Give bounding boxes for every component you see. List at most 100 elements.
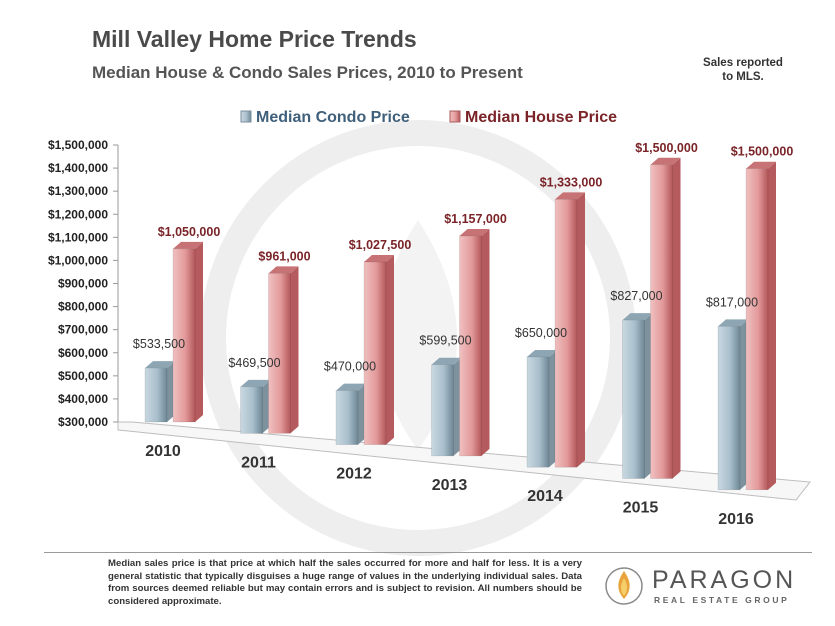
y-tick-label: $300,000 <box>58 415 108 429</box>
bar-house-2015 <box>650 157 681 479</box>
x-tick-label: 2013 <box>432 477 468 494</box>
x-tick-label: 2012 <box>336 466 372 483</box>
bar-house-2016-top <box>746 161 776 169</box>
bar-condo-2013-front <box>431 364 454 457</box>
bar-house-2014-side <box>577 192 585 468</box>
legend-swatch-condo <box>240 110 252 123</box>
bar-condo-2014 <box>526 350 557 468</box>
bar-house-2010-top <box>173 241 203 249</box>
bar-condo-2016-front <box>717 326 741 491</box>
x-tick-label: 2016 <box>718 511 754 528</box>
bar-condo-2010-top <box>145 361 175 369</box>
data-label-condo: $469,500 <box>228 356 280 370</box>
legend-label-condo: Median Condo Price <box>256 109 410 126</box>
bar-house-2012-top <box>364 254 394 262</box>
bar-condo-2016-top <box>718 319 748 327</box>
data-label-condo: $533,500 <box>133 337 185 351</box>
bar-house-2013 <box>459 229 490 457</box>
bar-condo-2010-front <box>144 367 168 423</box>
y-tick-label: $800,000 <box>58 300 108 314</box>
bar-house-2011-top <box>268 266 299 274</box>
x-tick-label: 2015 <box>623 500 659 517</box>
bar-condo-2011-front <box>240 386 263 434</box>
data-label-condo: $827,000 <box>610 289 662 303</box>
bar-house-2015-side <box>672 157 681 479</box>
x-tick-label: 2011 <box>241 454 276 471</box>
bar-condo-2011-top <box>240 379 271 387</box>
bar-house-2016-front <box>745 168 769 491</box>
bar-house-2013-side <box>481 229 490 456</box>
bar-condo-2012-front <box>335 390 359 445</box>
bar-condo-2015 <box>622 313 653 479</box>
y-tick-label: $1,300,000 <box>48 184 108 198</box>
data-label-condo: $817,000 <box>706 295 758 309</box>
bar-condo-2016 <box>717 319 748 491</box>
bar-house-2010 <box>172 241 203 423</box>
data-label-house: $1,500,000 <box>731 145 794 159</box>
bar-house-2010-front <box>172 248 196 423</box>
bar-condo-2013-top <box>431 357 462 365</box>
y-tick-label: $1,400,000 <box>48 161 108 175</box>
footer-disclaimer: Median sales price is that price at whic… <box>108 558 582 607</box>
bar-house-2012 <box>363 254 394 445</box>
logo-tagline: REAL ESTATE GROUP <box>654 595 790 605</box>
chart-subtitle: Median House & Condo Sales Prices, 2010 … <box>92 63 523 82</box>
chart-floor <box>117 421 811 501</box>
bar-condo-2015-top <box>622 313 653 321</box>
data-label-condo: $650,000 <box>515 326 567 340</box>
flame-circle-icon <box>605 567 643 605</box>
y-tick-label: $600,000 <box>58 346 108 360</box>
bar-house-2014-top <box>555 192 585 200</box>
source-note-line-2: to MLS. <box>722 71 764 83</box>
bar-condo-2015-front <box>622 319 645 479</box>
y-tick-label: $900,000 <box>58 277 108 291</box>
footer-divider <box>44 552 812 553</box>
bar-house-2011-side <box>290 266 299 434</box>
data-label-condo: $470,000 <box>324 360 376 374</box>
bar-house-2014-front <box>554 199 578 468</box>
bar-house-2011 <box>268 266 299 434</box>
y-tick-label: $500,000 <box>58 369 108 383</box>
source-note: Sales reported to MLS. <box>678 56 808 84</box>
bar-house-2013-top <box>459 229 490 237</box>
bar-condo-2010 <box>144 361 175 423</box>
data-label-house: $1,027,500 <box>349 238 412 252</box>
bar-condo-2012-top <box>336 383 366 391</box>
bar-condo-2011 <box>240 379 271 434</box>
y-tick-label: $400,000 <box>58 392 108 406</box>
data-label-house: $1,157,000 <box>444 212 507 226</box>
bar-condo-2014-front <box>526 356 550 468</box>
x-tick-label: 2010 <box>145 443 181 460</box>
logo-name: PARAGON <box>652 566 797 594</box>
bar-house-2011-front <box>268 273 291 434</box>
x-tick-label: 2014 <box>527 488 563 505</box>
bar-house-2012-front <box>363 261 387 445</box>
bar-house-2016 <box>745 161 776 491</box>
data-label-house: $1,500,000 <box>635 141 698 155</box>
bar-house-2016-side <box>768 161 776 490</box>
y-tick-label: $1,000,000 <box>48 253 108 267</box>
bar-house-2013-front <box>459 235 482 457</box>
y-tick-label: $1,500,000 <box>48 138 108 152</box>
bar-house-2015-front <box>650 164 673 479</box>
data-label-house: $961,000 <box>258 249 310 263</box>
bar-house-2014 <box>554 192 585 468</box>
bar-house-2010-side <box>195 241 203 422</box>
y-tick-label: $700,000 <box>58 323 108 337</box>
data-label-house: $1,050,000 <box>158 225 221 239</box>
bar-condo-2014-top <box>527 350 557 358</box>
chart-title: Mill Valley Home Price Trends <box>92 26 417 52</box>
data-label-condo: $599,500 <box>419 334 471 348</box>
bar-condo-2012 <box>335 383 366 445</box>
source-note-line-1: Sales reported <box>703 57 783 69</box>
bar-house-2015-top <box>650 157 681 165</box>
bar-house-2012-side <box>386 254 394 445</box>
legend: Median Condo Price Median House Price <box>240 109 617 126</box>
paragon-logo: PARAGON REAL ESTATE GROUP <box>604 566 804 610</box>
y-tick-label: $1,100,000 <box>48 230 108 244</box>
y-tick-label: $1,200,000 <box>48 207 108 221</box>
data-label-house: $1,333,000 <box>540 175 603 189</box>
legend-swatch-house <box>449 110 461 123</box>
